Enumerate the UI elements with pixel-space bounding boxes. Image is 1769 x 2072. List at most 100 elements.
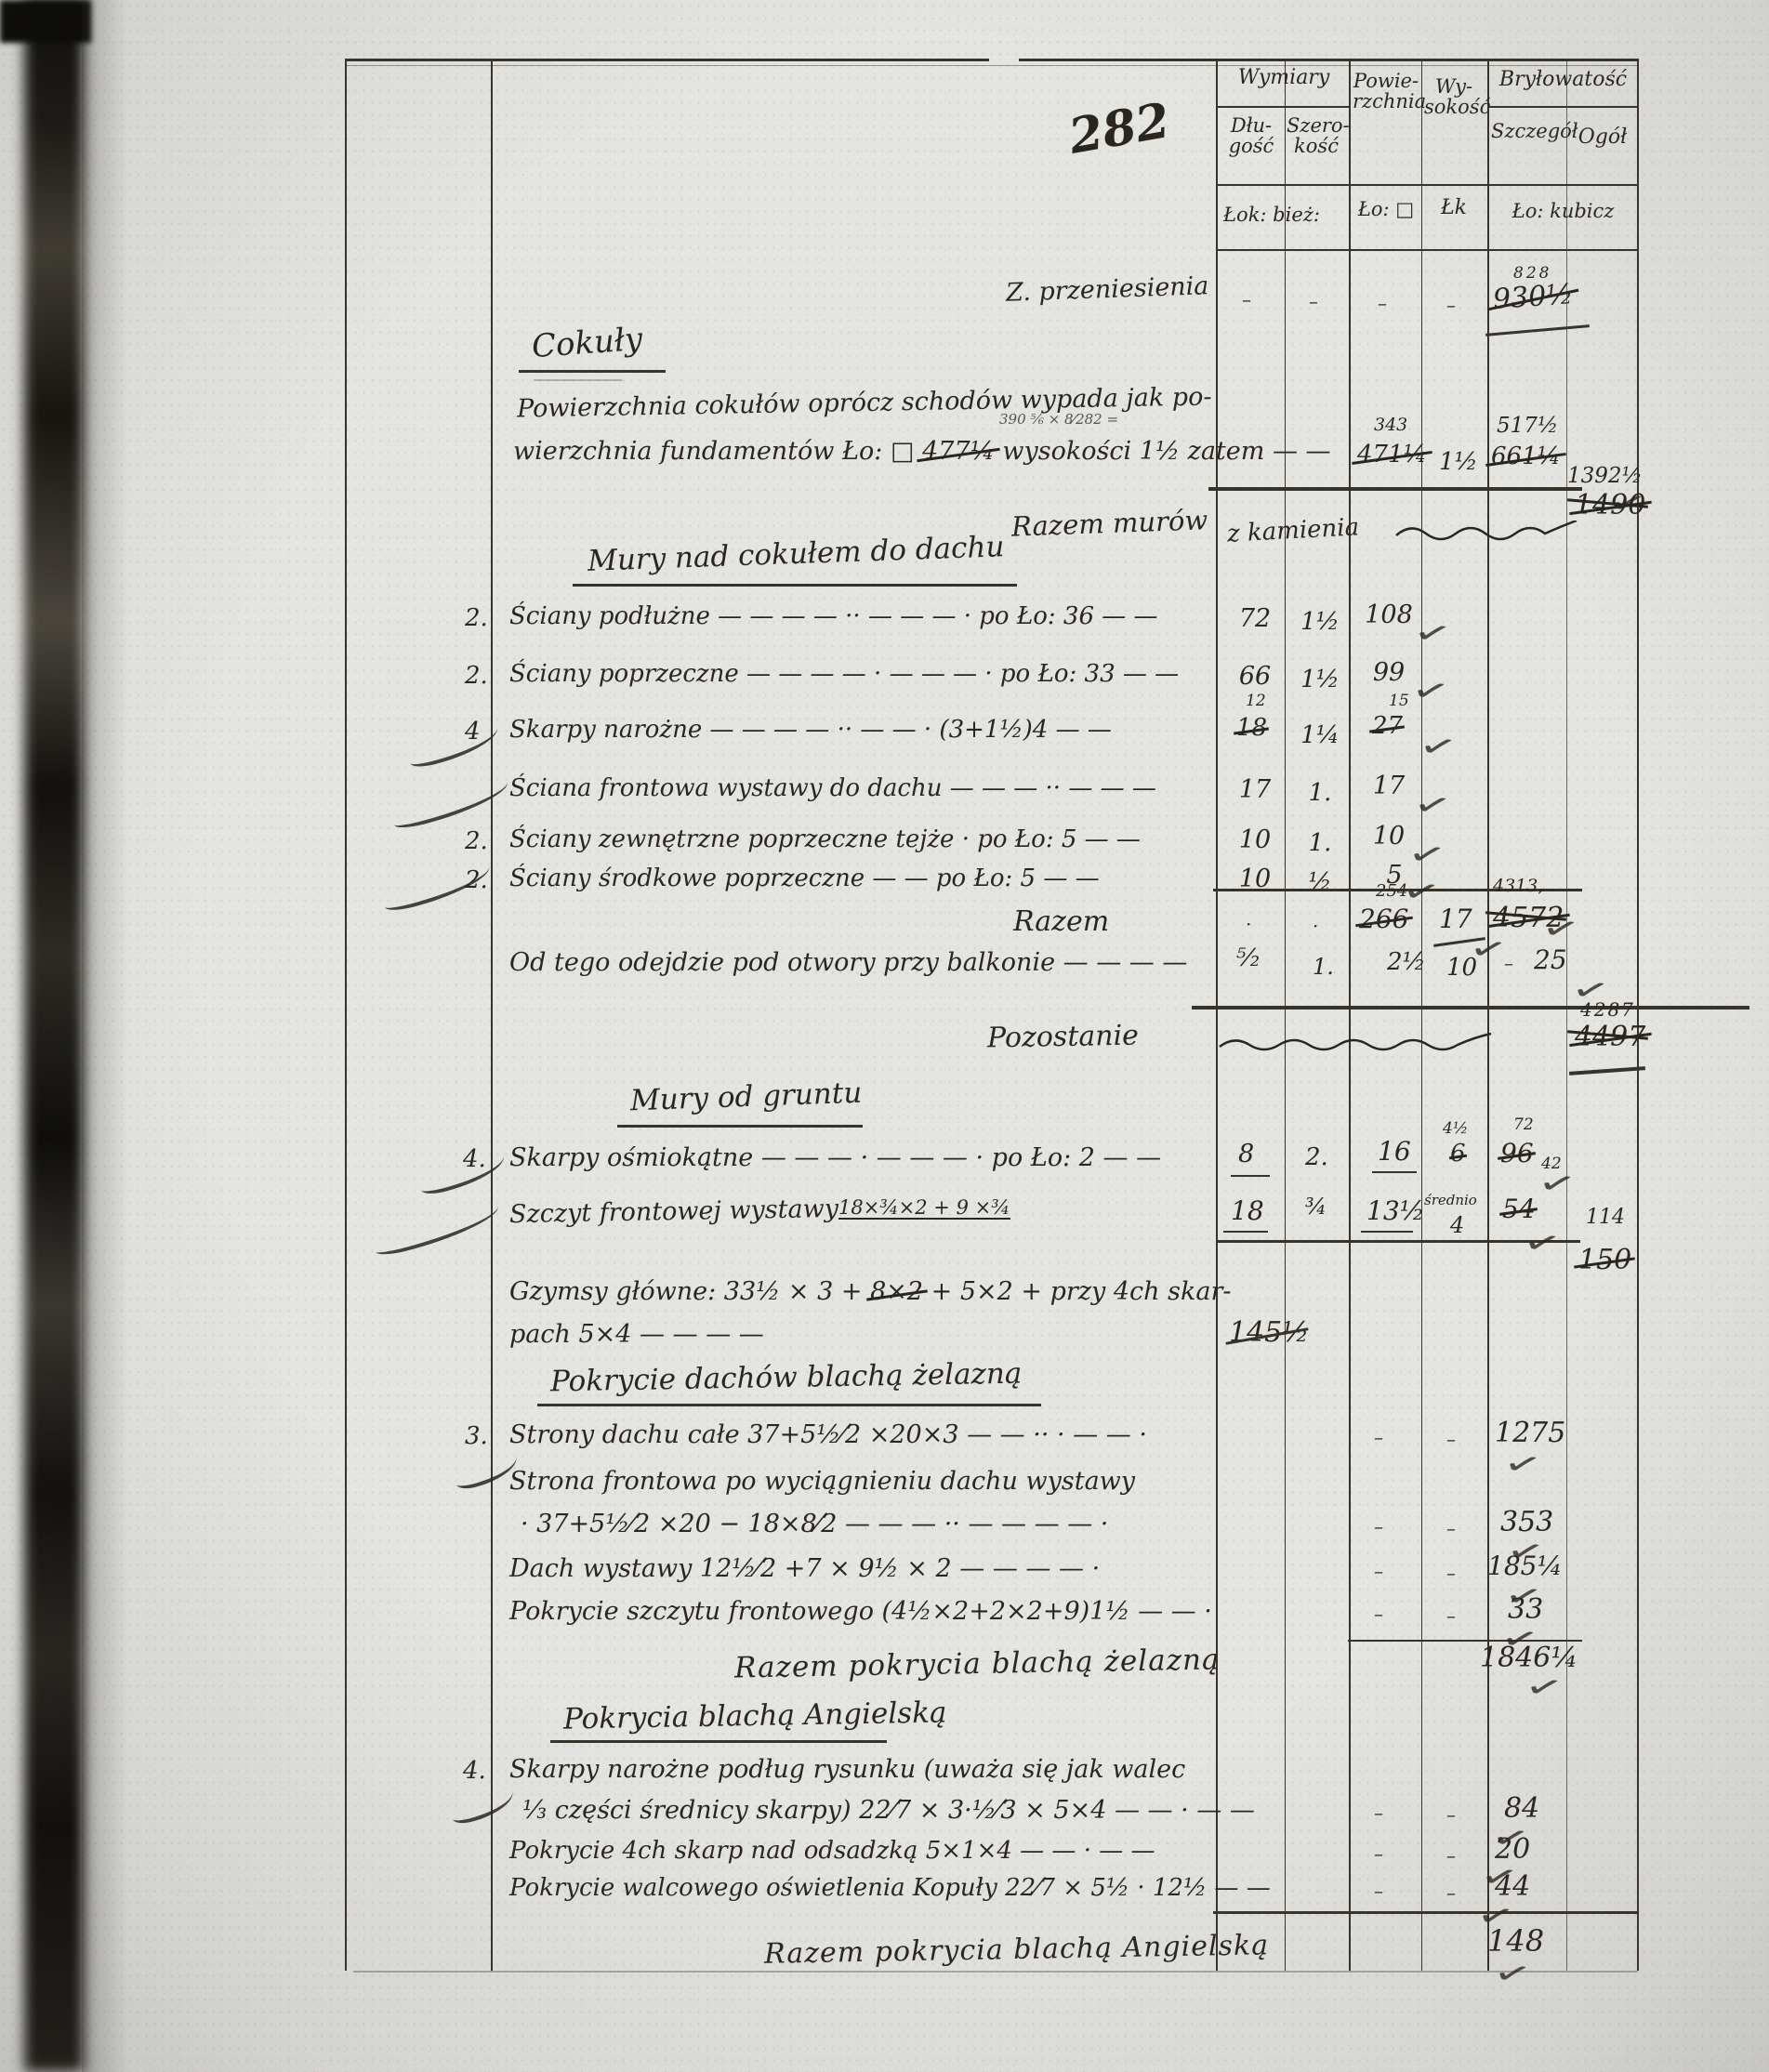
cell-dlugosc-corrected: 12 <box>1246 692 1266 710</box>
row-label: Ściana frontowa wystawy do dachu — — — ·… <box>509 774 1156 802</box>
sum-rule <box>1213 1911 1639 1914</box>
row-label: Skarpy narożne — — — — ·· — — · (3+1½)4 … <box>509 716 1112 744</box>
row-label: · 37+5½⁄2 ×20 − 18×8⁄2 — — — ·· — — — — … <box>521 1510 1109 1538</box>
col-header-brylowatosc: Bryłowatość <box>1498 68 1628 91</box>
page-number: 282 <box>1064 92 1174 165</box>
margin-ogol-struck: 150 <box>1578 1246 1631 1275</box>
cell-dash-p: – <box>1374 1603 1383 1625</box>
table-rule-left-margin <box>491 59 493 1971</box>
cell-powierzchnia: 99 <box>1372 658 1406 687</box>
cell-dash-p: – <box>1374 1560 1383 1582</box>
pen-flourish <box>1522 1667 1566 1708</box>
pen-underline <box>1361 1231 1413 1233</box>
pen-swash <box>405 719 502 772</box>
pen-flourish <box>1500 1444 1545 1485</box>
film-edge-shadow <box>82 0 128 2072</box>
cell-powierzchnia: 5 <box>1386 861 1403 890</box>
row-label: ⅓ części średnicy skarpy) 22⁄7 × 3·½⁄3 ×… <box>522 1796 1255 1825</box>
cell-szerokosc: 1½ <box>1300 666 1340 693</box>
gzymsy-text-line2: pach 5×4 — — — — <box>509 1320 764 1349</box>
header-divider-units-bottom <box>1216 249 1637 251</box>
pen-flourish <box>1538 908 1583 949</box>
pen-flourish <box>1488 1817 1533 1858</box>
cell-szerokosc: ¾ <box>1305 1194 1327 1220</box>
cell-szczegol-struck: 96 <box>1500 1140 1534 1168</box>
razem-murow-label: Razem murów <box>1010 504 1208 543</box>
table-rule-top-thin <box>345 65 1637 66</box>
cell-szczegol: 25 <box>1534 944 1567 975</box>
cell-szczegol: 84 <box>1504 1792 1540 1825</box>
cell-dlugosc: 8 <box>1238 1140 1255 1168</box>
pen-flourish <box>1535 1163 1579 1204</box>
razem-angielska-label: Razem pokrycia blachą Angielską <box>763 1929 1270 1971</box>
struck-number: 477¼ <box>922 437 995 466</box>
pen-flourish <box>1410 785 1455 825</box>
pen-swash <box>389 773 513 833</box>
title-underline <box>573 584 1017 587</box>
row-label: Pokrycie szczytu frontowego (4½×2+2×2+9)… <box>509 1597 1212 1626</box>
cell-dash-w: – <box>1446 1428 1456 1450</box>
cokuly-wysokosc: 1½ <box>1439 448 1478 476</box>
cell-powierzchnia: 10 <box>1372 822 1406 851</box>
row-label: Pokrycie 4ch skarp nad odsadzką 5×1×4 — … <box>509 1837 1155 1865</box>
header-divider-units-top <box>1216 184 1637 186</box>
row-qty: 3. <box>465 1422 488 1450</box>
row-label: Dach wystawy 12½⁄2 +7 × 9½ × 2 — — — — · <box>509 1554 1101 1583</box>
razem-dash-szerokosc: · <box>1313 915 1319 937</box>
table-rule-bottom <box>353 1971 1638 1973</box>
table-rule-left-outer <box>345 59 347 1971</box>
title-underline <box>617 1125 863 1128</box>
pen-underline <box>1485 324 1590 337</box>
struck-number: 27 <box>1372 712 1404 740</box>
struck-number: 18 <box>1236 714 1268 742</box>
table-rule-top-right <box>1019 59 1637 61</box>
row-qty: 2. <box>465 827 488 855</box>
cell-szerokosc: 1. <box>1308 779 1332 807</box>
pen-flourish <box>1477 1856 1522 1897</box>
cell-szerokosc: 1½ <box>1300 608 1340 636</box>
pen-squiggle <box>1219 1032 1492 1051</box>
header-divider-brylowatosc <box>1487 106 1637 108</box>
carryover-value-corrected: 828 <box>1513 264 1552 283</box>
cell-szczegol-struck: 54 <box>1502 1195 1536 1223</box>
text-segment: Gzymsy główne: 33½ × 3 + <box>509 1277 871 1306</box>
row-label: Ściany podłużne — — — — ·· — — — · po Ło… <box>509 602 1158 630</box>
razem-wysokosc: 17 <box>1439 904 1472 934</box>
carryover-dash-wysokosc: – <box>1446 294 1456 316</box>
row-label: Ściany zewnętrzne poprzeczne tejże · po … <box>509 825 1141 853</box>
row-label: Strona frontowa po wyciągnieniu dachu wy… <box>509 1467 1136 1496</box>
table-rule-col-dlugosc <box>1216 59 1218 1971</box>
pen-flourish <box>1501 1576 1546 1617</box>
row-qty: 2. <box>465 866 488 894</box>
pozostanie-ogol-struck: 4497 <box>1575 1023 1645 1052</box>
col-header-ogol: Ogół <box>1578 125 1628 149</box>
cell-dlugosc: 66 <box>1238 662 1272 691</box>
cell-powierzchnia-struck: 27 <box>1372 712 1404 740</box>
cell-dlugosc: ⁵⁄₂ <box>1236 944 1261 972</box>
gzymsy-text-line1: Gzymsy główne: 33½ × 3 + 8×2 + 5×2 + prz… <box>509 1277 1232 1306</box>
cell-szerokosc: 1. <box>1313 954 1334 980</box>
cell-szerokosc: 2. <box>1305 1143 1328 1171</box>
cokuly-ogol-corrected: 1392½ <box>1567 464 1643 488</box>
pen-underline <box>1223 1231 1268 1233</box>
cell-dash-p: – <box>1374 1880 1383 1902</box>
section-title-cokuly: Cokuły <box>530 320 644 366</box>
row-label: Ściany poprzeczne — — — — · — — — · po Ł… <box>509 660 1180 688</box>
struck-number: 4497 <box>1575 1021 1646 1053</box>
cell-powierzchnia-corrected: 15 <box>1389 692 1409 710</box>
interlinear-note: 390 ⅚ × 8⁄282 = <box>999 411 1119 428</box>
cell-powierzchnia: 13½ <box>1366 1195 1425 1226</box>
row-label: Skarpy narożne podług rysunku (uważa się… <box>509 1755 1186 1784</box>
section-title-mury-gruntu: Mury od gruntu <box>629 1076 863 1118</box>
cell-dlugosc: 17 <box>1238 775 1272 804</box>
header-divider-wymiary <box>1216 106 1351 108</box>
cell-dlugosc: 10 <box>1238 864 1272 893</box>
row-formula: 18×¾×2 + 9 ×¾ <box>838 1196 1010 1221</box>
sum-rule <box>1213 889 1582 891</box>
text-segment: wysokości 1½ zatem — — <box>994 437 1331 466</box>
pen-swash <box>447 1783 518 1828</box>
razem-powierzchnia-struck: 266 <box>1359 905 1408 933</box>
carryover-label: Z. przeniesienia <box>1005 271 1209 308</box>
title-underline <box>519 370 666 373</box>
